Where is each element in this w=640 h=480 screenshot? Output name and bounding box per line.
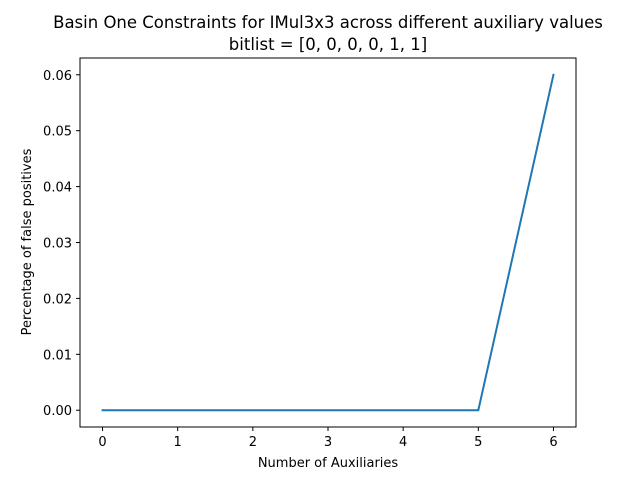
- y-axis-label: Percentage of false positives: [20, 148, 35, 335]
- series-line: [101, 73, 555, 412]
- plot-area: 0 1 2 3 4 5 6 0.00 0.01 0.02 0.03 0.04 0.05 0.06: [43, 57, 577, 450]
- y-tick-label: 0.05: [43, 125, 72, 140]
- x-tick-label: 4: [399, 435, 407, 450]
- y-tick-label: 0.01: [43, 348, 72, 363]
- x-tick-label: 3: [324, 435, 332, 450]
- y-tick-label: 0.03: [43, 237, 72, 252]
- chart-title: Basin One Constraints for IMul3x3 across…: [53, 13, 603, 32]
- chart-subtitle: bitlist = [0, 0, 0, 0, 1, 1]: [229, 35, 427, 54]
- x-tick-label: 5: [474, 435, 482, 450]
- y-tick-label: 0.04: [43, 181, 72, 196]
- y-tick-label: 0.00: [43, 404, 72, 419]
- y-tick-label: 0.02: [43, 292, 72, 307]
- x-axis-label: Number of Auxiliaries: [258, 456, 399, 471]
- x-tick-label: 6: [549, 435, 557, 450]
- x-tick-label: 1: [174, 435, 182, 450]
- x-tick-label: 0: [98, 435, 106, 450]
- y-tick-label: 0.06: [43, 69, 72, 84]
- x-tick-label: 2: [249, 435, 257, 450]
